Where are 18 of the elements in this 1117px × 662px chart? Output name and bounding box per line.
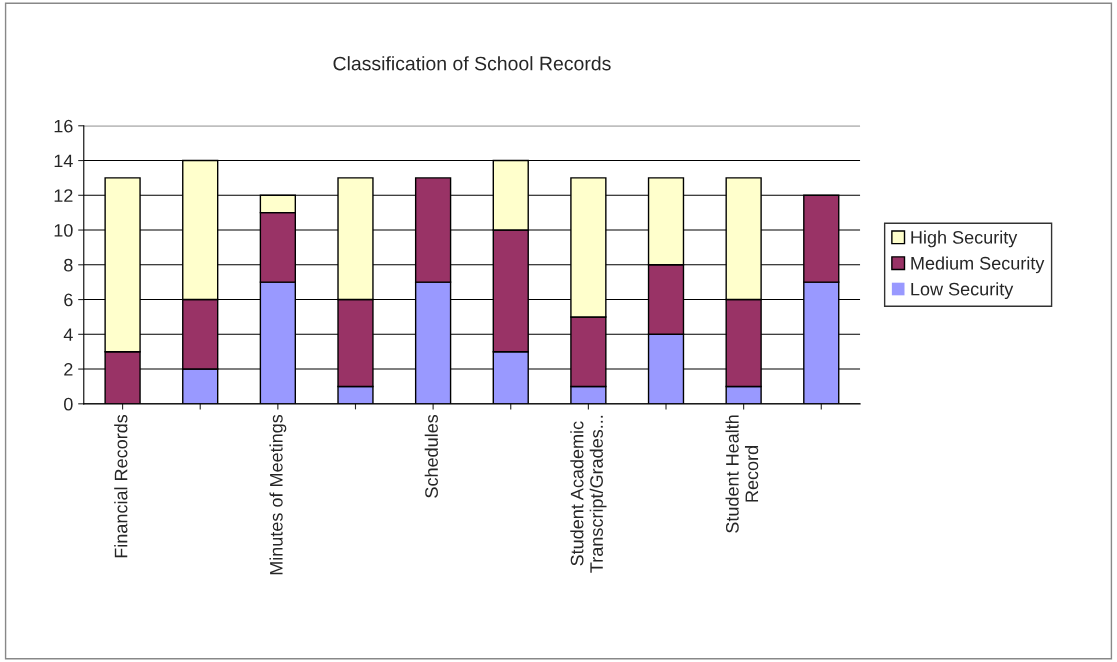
y-tick-label: 16 [54, 119, 73, 133]
y-tick-label: 10 [54, 223, 73, 237]
legend-label: High Security [911, 230, 1018, 248]
x-tick-label: Student Academic Transcript/Grades... [570, 415, 607, 573]
x-tick-label: Financial Records [114, 414, 128, 558]
legend-label: Medium Security [911, 256, 1045, 274]
x-tick-label: Minutes of Meetings [269, 414, 287, 575]
y-tick-label: 4 [63, 328, 73, 341]
y-tick-label: 8 [64, 258, 73, 272]
x-tick-label: Schedules [424, 414, 438, 498]
y-tick-label: 6 [64, 293, 73, 307]
y-tick-label: 0 [64, 397, 73, 411]
legend-label: Low Security [911, 282, 1014, 300]
y-tick-label: 12 [54, 189, 73, 202]
chart-title: Classification of School Records [333, 56, 611, 71]
y-tick-label: 14 [54, 154, 73, 168]
y-tick-label: 2 [64, 363, 73, 376]
x-tick-label: Student Health Record [725, 415, 759, 533]
